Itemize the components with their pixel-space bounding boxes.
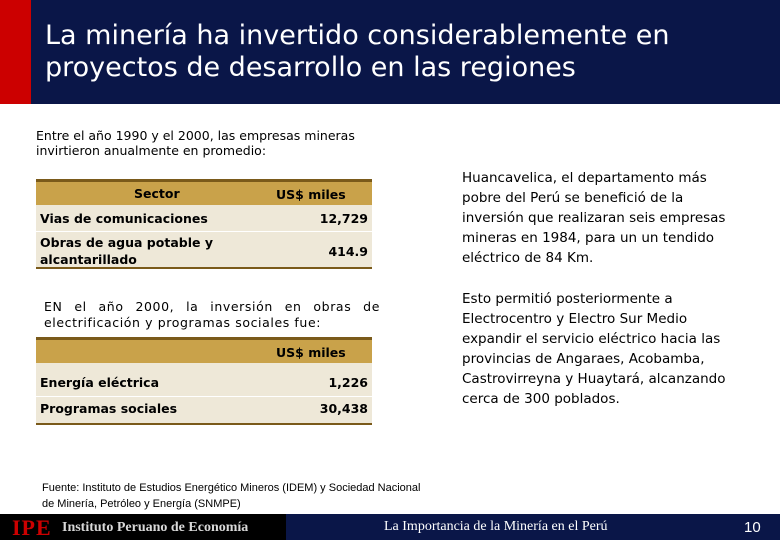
table-row-label: Obras de agua potable y alcantarillado bbox=[40, 235, 213, 267]
electrification-text: EN el año 2000, la inversión en obras de… bbox=[44, 299, 380, 330]
column-header-usd: US$ miles bbox=[276, 187, 346, 202]
huancavelica-text: Huancavelica, el departamento más pobre … bbox=[462, 170, 726, 266]
column-header-usd: US$ miles bbox=[276, 345, 346, 360]
table-bottom-border bbox=[36, 267, 372, 269]
table-row-value: 12,729 bbox=[319, 211, 368, 226]
presentation-title: La Importancia de la Minería en el Perú bbox=[384, 519, 608, 534]
table-row-value: 414.9 bbox=[328, 244, 368, 259]
electrocentro-text: Esto permitió posteriormente a Electroce… bbox=[462, 291, 726, 407]
ipe-logo: IPE bbox=[12, 515, 52, 540]
row-divider bbox=[36, 396, 372, 397]
title-banner: La minería ha invertido considerablement… bbox=[31, 0, 780, 104]
institute-name: Instituto Peruano de Economía bbox=[62, 520, 249, 535]
table-header: Sector US$ miles bbox=[36, 179, 372, 205]
investment-table-1990-2000: Sector US$ miles Vias de comunicaciones … bbox=[36, 179, 372, 269]
investment-table-2000: US$ miles Energía eléctrica 1,226 Progra… bbox=[36, 337, 372, 425]
column-header-sector: Sector bbox=[134, 186, 180, 201]
intro-text: Entre el año 1990 y el 2000, las empresa… bbox=[36, 128, 355, 158]
table-header: US$ miles bbox=[36, 337, 372, 363]
table-row-label: Programas sociales bbox=[40, 401, 178, 416]
footer-bar: IPE Instituto Peruano de Economía La Imp… bbox=[0, 514, 780, 540]
slide-title: La minería ha invertido considerablement… bbox=[45, 20, 670, 83]
table-row-label: Vias de comunicaciones bbox=[40, 211, 208, 226]
accent-bar bbox=[0, 0, 31, 104]
source-note: Fuente: Instituto de Estudios Energético… bbox=[42, 482, 421, 510]
row-divider bbox=[36, 231, 372, 232]
table-bottom-border bbox=[36, 423, 372, 425]
page-number: 10 bbox=[744, 519, 761, 536]
table-row-label: Energía eléctrica bbox=[40, 375, 160, 390]
table-row-value: 1,226 bbox=[328, 375, 368, 390]
table-row-value: 30,438 bbox=[319, 401, 368, 416]
footer-band bbox=[286, 514, 780, 540]
